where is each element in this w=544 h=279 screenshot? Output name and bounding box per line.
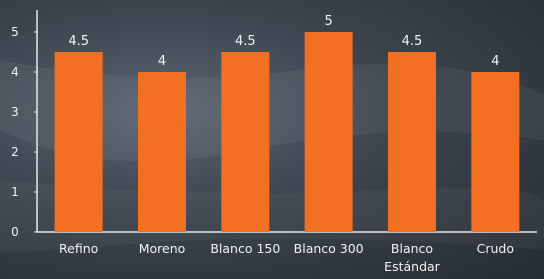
bar xyxy=(221,52,269,232)
y-tick-label: 2 xyxy=(11,145,19,159)
x-tick-label: Blanco 150 xyxy=(207,240,283,258)
plot: 0 1 2 3 4 5 4.5 4 4.5 5 4.5 4 xyxy=(0,0,544,279)
chart: 0 1 2 3 4 5 4.5 4 4.5 5 4.5 4 Refino Moreno Blanco 15… xyxy=(0,0,544,279)
y-tick-label: 0 xyxy=(11,225,19,239)
x-tick-label: Moreno xyxy=(124,240,200,258)
bar xyxy=(55,52,103,232)
value-label: 4 xyxy=(158,54,166,69)
bar xyxy=(471,72,519,232)
x-tick-label: Blanco Estándar xyxy=(374,240,450,276)
value-label: 4.5 xyxy=(68,34,89,49)
y-tick-label: 1 xyxy=(11,185,19,199)
bar xyxy=(138,72,186,232)
y-tick-label: 3 xyxy=(11,105,19,119)
value-label: 4.5 xyxy=(235,34,256,49)
x-tick-label: Blanco 300 xyxy=(291,240,367,258)
x-tick-label: Refino xyxy=(41,240,117,258)
value-label: 4.5 xyxy=(402,34,423,49)
bar xyxy=(388,52,436,232)
x-tick-label: Crudo xyxy=(457,240,533,258)
bar xyxy=(305,32,353,232)
y-tick-label: 4 xyxy=(11,65,19,79)
y-tick-label: 5 xyxy=(11,25,19,39)
value-label: 4 xyxy=(491,54,499,69)
value-label: 5 xyxy=(325,14,333,29)
